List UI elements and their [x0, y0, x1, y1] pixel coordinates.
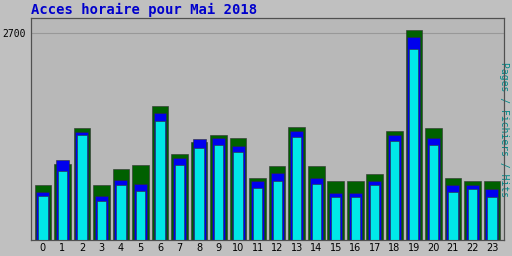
- Bar: [195, 148, 204, 240]
- Bar: [56, 160, 69, 240]
- Bar: [272, 181, 282, 240]
- Bar: [58, 172, 67, 240]
- Bar: [230, 138, 246, 240]
- Bar: [34, 185, 51, 240]
- Bar: [329, 193, 342, 240]
- Bar: [310, 178, 323, 240]
- Bar: [349, 193, 362, 240]
- Bar: [132, 165, 149, 240]
- Bar: [425, 128, 442, 240]
- Bar: [347, 182, 364, 240]
- Bar: [233, 152, 243, 240]
- Bar: [292, 137, 302, 240]
- Bar: [210, 135, 227, 240]
- Bar: [367, 174, 383, 240]
- Bar: [269, 166, 286, 240]
- Bar: [93, 185, 110, 240]
- Bar: [113, 169, 129, 240]
- Bar: [271, 173, 284, 240]
- Bar: [136, 191, 145, 240]
- Bar: [386, 131, 402, 240]
- Bar: [464, 182, 481, 240]
- Bar: [36, 192, 49, 240]
- Bar: [74, 128, 90, 240]
- Text: Acces horaire pour Mai 2018: Acces horaire pour Mai 2018: [31, 3, 257, 17]
- Bar: [328, 182, 344, 240]
- Bar: [175, 165, 184, 240]
- Bar: [331, 197, 340, 240]
- Bar: [173, 158, 186, 240]
- Bar: [154, 113, 166, 240]
- Bar: [448, 192, 458, 240]
- Bar: [155, 121, 165, 240]
- Bar: [308, 166, 325, 240]
- Bar: [290, 131, 303, 240]
- Bar: [427, 138, 440, 240]
- Bar: [466, 185, 479, 240]
- Bar: [212, 138, 225, 240]
- Bar: [312, 185, 321, 240]
- Bar: [370, 185, 379, 240]
- Bar: [485, 189, 498, 240]
- Y-axis label: Pages / Fichiers / Hits: Pages / Fichiers / Hits: [499, 62, 509, 197]
- Bar: [171, 154, 188, 240]
- Bar: [429, 145, 438, 240]
- Bar: [368, 182, 381, 240]
- Bar: [446, 185, 459, 240]
- Bar: [97, 200, 106, 240]
- Bar: [409, 49, 418, 240]
- Bar: [193, 139, 205, 240]
- Bar: [388, 135, 401, 240]
- Bar: [38, 196, 48, 240]
- Bar: [77, 135, 87, 240]
- Bar: [54, 164, 71, 240]
- Bar: [231, 146, 245, 240]
- Bar: [408, 37, 420, 240]
- Bar: [406, 30, 422, 240]
- Bar: [116, 185, 125, 240]
- Bar: [152, 106, 168, 240]
- Bar: [444, 178, 461, 240]
- Bar: [214, 145, 223, 240]
- Bar: [351, 197, 360, 240]
- Bar: [191, 142, 207, 240]
- Bar: [95, 196, 108, 240]
- Bar: [288, 127, 305, 240]
- Bar: [484, 182, 500, 240]
- Bar: [253, 188, 262, 240]
- Bar: [390, 141, 399, 240]
- Bar: [487, 197, 497, 240]
- Bar: [75, 132, 89, 240]
- Bar: [468, 189, 477, 240]
- Bar: [115, 180, 127, 240]
- Bar: [249, 178, 266, 240]
- Bar: [251, 182, 264, 240]
- Bar: [134, 184, 147, 240]
